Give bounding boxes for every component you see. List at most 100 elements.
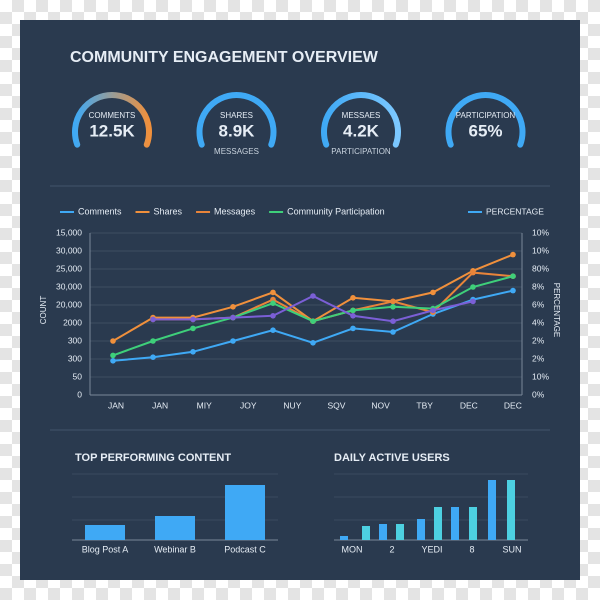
gauge-value: 12.5K	[89, 121, 135, 140]
gauge-label: PARTICIPATION	[456, 111, 516, 120]
x-tick-label: JAN	[152, 400, 168, 410]
data-point	[510, 251, 516, 258]
y2-tick-label: 80%	[532, 263, 549, 273]
x-tick-label: YEDI	[421, 544, 442, 554]
data-point	[270, 327, 276, 334]
data-point	[310, 318, 316, 325]
bar	[451, 507, 459, 540]
y2-tick-label: 10%	[532, 245, 549, 255]
y-tick-label: 2000	[63, 317, 82, 327]
y2-tick-label: 2%	[532, 335, 545, 345]
legend-label: PERCENTAGE	[486, 206, 544, 216]
y-axis-label: COUNT	[39, 296, 48, 325]
legend-label: Shares	[154, 206, 183, 216]
data-point	[150, 354, 156, 361]
bar	[362, 526, 370, 540]
x-tick-label: DEC	[504, 400, 522, 410]
legend-label: Messages	[214, 206, 256, 216]
gauge-caption: PARTICIPATION	[331, 147, 391, 156]
gauge-arc	[72, 92, 152, 148]
y2-tick-label: 8%	[532, 281, 545, 291]
gauge-value: 4.2K	[343, 121, 380, 140]
data-point	[510, 287, 516, 294]
y-tick-label: 25,000	[56, 263, 82, 273]
bar	[507, 480, 515, 540]
data-point	[470, 298, 476, 305]
gauge-caption: MESSAGES	[214, 147, 259, 156]
data-point	[270, 300, 276, 307]
x-tick-label: MIY	[197, 400, 212, 410]
x-tick-label: JOY	[240, 400, 257, 410]
y2-axis-label: PERCENTAGE	[552, 283, 561, 338]
data-point	[350, 325, 356, 332]
data-point	[350, 313, 356, 319]
data-point	[510, 273, 516, 280]
x-tick-label: NOV	[371, 400, 390, 410]
x-tick-label: NUY	[283, 400, 301, 410]
data-point	[190, 349, 196, 355]
gauge-value: 65%	[468, 121, 502, 140]
y-tick-label: 30,000	[56, 281, 82, 291]
section-title: DAILY ACTIVE USERS	[334, 452, 450, 464]
data-point	[430, 307, 436, 314]
data-point	[470, 269, 476, 276]
data-point	[270, 313, 276, 319]
y-tick-label: 50	[73, 371, 83, 381]
data-point	[390, 329, 396, 335]
gauge-label: MESSAES	[342, 111, 381, 120]
data-point	[110, 338, 116, 344]
y-tick-label: 0	[77, 389, 82, 399]
data-point	[470, 284, 476, 290]
data-point	[150, 316, 156, 323]
x-tick-label: SQV	[328, 400, 346, 410]
data-point	[230, 304, 236, 310]
legend-label: Community Participation	[287, 206, 385, 216]
title: COMMUNITY ENGAGEMENT OVERVIEW	[70, 49, 379, 66]
bar	[434, 507, 442, 540]
gauge-arc	[445, 92, 526, 148]
data-point	[190, 316, 196, 323]
y2-tick-label: 4%	[532, 317, 545, 327]
x-tick-label: Webinar B	[154, 544, 196, 554]
data-point	[270, 289, 276, 296]
bar	[469, 507, 477, 540]
y-tick-label: 300	[68, 353, 82, 363]
data-point	[390, 304, 396, 310]
data-point	[310, 340, 316, 346]
data-point	[230, 338, 236, 344]
x-tick-label: DEC	[460, 400, 478, 410]
data-point	[350, 307, 356, 314]
bar	[417, 519, 425, 540]
gauge-value: 8.9K	[219, 121, 256, 140]
panel	[20, 20, 580, 580]
x-tick-label: TBY	[416, 400, 433, 410]
y-tick-label: 30,000	[56, 245, 82, 255]
y-tick-label: 15,000	[56, 227, 82, 237]
bar	[155, 516, 195, 540]
legend-label: Comments	[78, 206, 122, 216]
x-tick-label: SUN	[502, 544, 521, 554]
y2-tick-label: 10%	[532, 371, 549, 381]
data-point	[430, 289, 436, 296]
bar	[85, 525, 125, 540]
data-point	[350, 295, 356, 301]
gauge-label: SHARES	[220, 111, 253, 120]
x-tick-label: Podcast C	[224, 544, 266, 554]
x-tick-label: MON	[342, 544, 363, 554]
data-point	[230, 314, 236, 321]
data-point	[110, 358, 116, 364]
x-tick-label: JAN	[108, 400, 124, 410]
bar	[340, 536, 348, 540]
y2-tick-label: 6%	[532, 299, 545, 309]
data-point	[190, 325, 196, 332]
y2-tick-label: 10%	[532, 227, 549, 237]
data-point	[150, 338, 156, 344]
section-title: TOP PERFORMING CONTENT	[75, 452, 231, 464]
x-tick-label: 2	[389, 544, 394, 554]
x-tick-label: 8	[469, 544, 474, 554]
y-tick-label: 300	[68, 335, 82, 345]
x-tick-label: Blog Post A	[82, 544, 129, 554]
bar	[379, 524, 387, 540]
